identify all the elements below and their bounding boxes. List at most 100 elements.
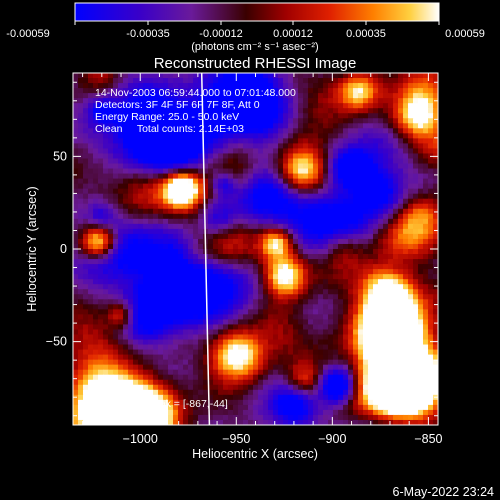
heatmap-cell (198, 228, 204, 235)
heatmap-cell (118, 319, 124, 326)
heatmap-cell (208, 319, 214, 326)
heatmap-cell (318, 98, 324, 104)
heatmap-cell (273, 274, 279, 280)
heatmap-cell (328, 88, 334, 94)
heatmap-cell (178, 274, 184, 280)
heatmap-cell (298, 399, 304, 406)
heatmap-cell (158, 173, 164, 180)
heatmap-cell (173, 88, 179, 94)
heatmap-cell (358, 354, 364, 361)
heatmap-cell (188, 374, 194, 381)
heatmap-cell (138, 259, 144, 265)
heatmap-cell (238, 98, 244, 104)
heatmap-cell (213, 294, 219, 300)
heatmap-cell (263, 153, 269, 160)
heatmap-cell (398, 98, 404, 104)
heatmap-cell (273, 259, 279, 265)
heatmap-cell (88, 168, 94, 175)
heatmap-cell (413, 153, 419, 160)
heatmap-cell (213, 254, 219, 260)
heatmap-cell (198, 123, 204, 129)
heatmap-cell (128, 329, 134, 336)
heatmap-cell (78, 359, 84, 366)
heatmap-cell (123, 374, 129, 381)
heatmap-cell (78, 113, 84, 119)
heatmap-cell (408, 359, 414, 366)
heatmap-cell (228, 284, 234, 290)
heatmap-cell (248, 108, 254, 114)
heatmap-cell (358, 379, 364, 386)
heatmap-cell (353, 404, 359, 411)
heatmap-cell (123, 319, 129, 326)
heatmap-cell (383, 349, 389, 356)
heatmap-cell (263, 299, 269, 305)
heatmap-cell (93, 374, 99, 381)
heatmap-cell (188, 294, 194, 300)
heatmap-cell (118, 369, 124, 376)
heatmap-cell (173, 223, 179, 230)
heatmap-cell (123, 113, 129, 119)
heatmap-cell (283, 218, 289, 225)
heatmap-cell (83, 148, 89, 155)
heatmap-cell (373, 274, 379, 280)
heatmap-cell (363, 384, 369, 391)
heatmap-cell (428, 304, 434, 310)
heatmap-cell (408, 329, 414, 336)
heatmap-cell (433, 259, 438, 265)
heatmap-cell (113, 299, 119, 305)
heatmap-cell (418, 238, 424, 245)
heatmap-cell (128, 249, 134, 255)
heatmap-cell (353, 279, 359, 285)
heatmap-cell (168, 143, 174, 150)
heatmap-cell (113, 409, 119, 416)
heatmap-cell (163, 123, 169, 129)
heatmap-cell (103, 123, 109, 129)
heatmap-cell (428, 183, 434, 190)
heatmap-cell (243, 243, 249, 250)
heatmap-cell (363, 404, 369, 411)
heatmap-cell (253, 133, 259, 139)
heatmap-cell (248, 409, 254, 416)
heatmap-cell (413, 123, 419, 129)
heatmap-cell (263, 233, 269, 240)
heatmap-cell (433, 359, 438, 366)
heatmap-cell (263, 359, 269, 366)
heatmap-cell (418, 304, 424, 310)
heatmap-cell (433, 218, 438, 225)
heatmap-cell (418, 93, 424, 99)
heatmap-cell (413, 113, 419, 119)
heatmap-cell (123, 284, 129, 290)
heatmap-cell (353, 163, 359, 170)
heatmap-cell (88, 314, 94, 320)
heatmap-cell (123, 269, 129, 275)
heatmap-cell (433, 183, 438, 190)
heatmap-cell (428, 173, 434, 180)
heatmap-cell (108, 409, 114, 416)
heatmap-cell (98, 259, 104, 265)
heatmap-cell (218, 128, 224, 134)
heatmap-cell (303, 339, 309, 346)
heatmap-cell (368, 213, 374, 220)
heatmap-cell (143, 359, 149, 366)
heatmap-cell (313, 153, 319, 160)
heatmap-cell (403, 289, 409, 295)
heatmap-cell (123, 93, 129, 99)
heatmap-cell (83, 93, 89, 99)
heatmap-cell (323, 339, 329, 346)
heatmap-cell (263, 294, 269, 300)
heatmap-cell (123, 409, 129, 416)
heatmap-cell (238, 344, 244, 351)
heatmap-cell (428, 269, 434, 275)
heatmap-cell (418, 88, 424, 94)
heatmap-cell (133, 223, 139, 230)
heatmap-cell (263, 103, 269, 109)
heatmap-cell (258, 304, 264, 310)
heatmap-cell (213, 269, 219, 275)
heatmap-cell (318, 334, 324, 341)
heatmap-cell (338, 359, 344, 366)
heatmap-cell (183, 213, 189, 220)
heatmap-cell (113, 78, 119, 84)
heatmap-cell (343, 324, 349, 331)
heatmap-cell (108, 128, 114, 134)
heatmap-cell (178, 123, 184, 129)
